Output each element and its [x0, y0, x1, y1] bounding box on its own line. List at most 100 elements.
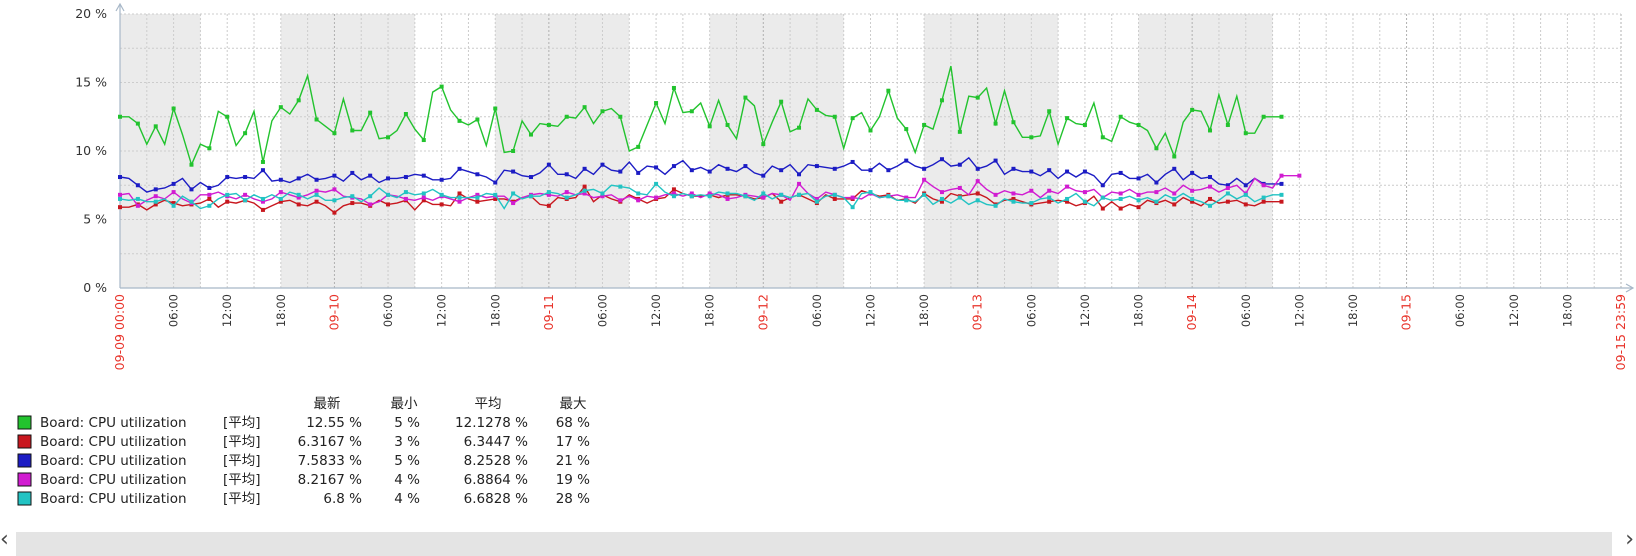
- data-point: [135, 203, 140, 208]
- legend-column-header: 平均: [475, 396, 502, 412]
- data-point: [654, 195, 659, 200]
- data-point: [243, 175, 248, 180]
- legend-last-value: 8.2167 %: [298, 472, 363, 488]
- data-series: [118, 65, 1302, 215]
- data-point: [153, 124, 158, 129]
- data-point: [243, 192, 248, 197]
- data-point: [868, 168, 873, 173]
- data-point: [797, 181, 802, 186]
- data-point: [528, 132, 533, 137]
- x-tick-label: 09-10: [326, 294, 341, 330]
- data-point: [1011, 191, 1016, 196]
- data-point: [582, 188, 587, 193]
- series-group: [118, 181, 1284, 210]
- data-point: [582, 105, 587, 110]
- data-point: [1279, 192, 1284, 197]
- data-point: [1136, 205, 1141, 210]
- data-point: [457, 199, 462, 204]
- data-point: [1029, 201, 1034, 206]
- data-point: [922, 166, 927, 171]
- data-point: [475, 172, 480, 177]
- data-point: [421, 173, 426, 178]
- data-point: [1243, 131, 1248, 136]
- x-tick-label: 09-12: [755, 294, 770, 330]
- data-point: [493, 196, 498, 201]
- data-point: [761, 142, 766, 147]
- legend-max-value: 68 %: [556, 415, 590, 431]
- x-tick-label: 06:00: [1239, 294, 1253, 327]
- data-point: [564, 114, 569, 119]
- legend-avg-value: 6.3447 %: [464, 434, 529, 450]
- data-point: [1279, 181, 1284, 186]
- data-point: [1225, 191, 1230, 196]
- data-point: [207, 203, 212, 208]
- series-line: [119, 156, 1282, 193]
- data-point: [278, 190, 283, 195]
- legend-min-value: 4 %: [394, 491, 420, 507]
- data-point: [439, 192, 444, 197]
- x-tick-label: 09-15: [1399, 294, 1414, 330]
- data-point: [850, 205, 855, 210]
- legend-min-value: 4 %: [394, 472, 420, 488]
- data-point: [1225, 183, 1230, 188]
- data-point: [1118, 114, 1123, 119]
- legend-last-value: 6.8 %: [323, 491, 362, 507]
- data-point: [797, 125, 802, 130]
- x-tick-label: 09-15 23:59: [1613, 294, 1628, 370]
- data-point: [278, 105, 283, 110]
- data-point: [332, 198, 337, 203]
- data-point: [153, 202, 158, 207]
- data-point: [403, 196, 408, 201]
- data-point: [707, 191, 712, 196]
- data-point: [171, 106, 176, 111]
- x-axis-tick-labels: 09-09 00:00 06:00 12:00 18:00 09-10 06:00 12:0…: [112, 294, 1628, 370]
- x-tick-label: 18:00: [274, 294, 288, 327]
- data-point: [475, 199, 480, 204]
- legend-color-swatch: [17, 491, 32, 506]
- horizontal-scrollbar[interactable]: ‹ ›: [0, 522, 1636, 556]
- legend-function: [平均]: [223, 491, 261, 507]
- data-point: [171, 181, 176, 186]
- data-point: [886, 194, 891, 199]
- data-point: [225, 199, 230, 204]
- legend-max-value: 17 %: [556, 434, 590, 450]
- x-tick-label: 09-11: [541, 294, 556, 330]
- series-group: [118, 156, 1284, 193]
- data-point: [618, 114, 623, 119]
- data-point: [600, 191, 605, 196]
- data-point: [225, 114, 230, 119]
- data-point: [939, 157, 944, 162]
- data-point: [350, 201, 355, 206]
- data-point: [1065, 199, 1070, 204]
- data-point: [171, 201, 176, 206]
- scroll-left-arrow-icon[interactable]: ‹: [0, 527, 9, 552]
- scroll-right-arrow-icon[interactable]: ›: [1625, 527, 1634, 552]
- data-point: [725, 122, 730, 127]
- y-tick-label: 0 %: [83, 280, 107, 295]
- data-point: [671, 187, 676, 192]
- data-point: [922, 192, 927, 197]
- legend-series-name: Board: CPU utilization: [40, 415, 187, 431]
- data-point: [368, 202, 373, 207]
- legend-avg-value: 6.8864 %: [464, 472, 529, 488]
- data-point: [922, 122, 927, 127]
- legend-last-value: 7.5833 %: [298, 453, 363, 469]
- data-point: [1118, 170, 1123, 175]
- x-tick-label: 18:00: [488, 294, 502, 327]
- data-point: [118, 192, 122, 197]
- data-point: [368, 194, 373, 199]
- data-point: [868, 128, 873, 133]
- legend-avg-value: 6.6828 %: [464, 491, 529, 507]
- data-point: [1100, 135, 1105, 140]
- x-axis-arrow-icon: [1625, 283, 1635, 293]
- data-point: [957, 162, 962, 167]
- data-point: [1279, 114, 1284, 119]
- data-point: [1136, 122, 1141, 127]
- x-tick-label: 18:00: [1132, 294, 1146, 327]
- legend-column-header: 最大: [560, 396, 587, 412]
- data-point: [350, 194, 355, 199]
- data-point: [564, 190, 569, 195]
- data-point: [671, 85, 676, 90]
- scrollbar-thumb[interactable]: [16, 532, 1612, 556]
- data-point: [654, 101, 659, 106]
